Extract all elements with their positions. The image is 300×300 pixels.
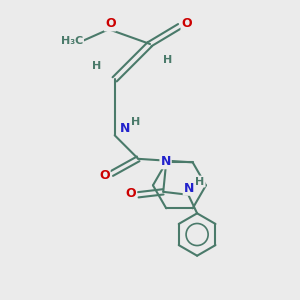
Text: O: O bbox=[125, 187, 136, 200]
Text: H: H bbox=[131, 117, 140, 127]
Text: N: N bbox=[120, 122, 130, 135]
Text: N: N bbox=[160, 155, 171, 168]
Text: O: O bbox=[99, 169, 110, 182]
Text: H: H bbox=[92, 61, 102, 71]
Text: O: O bbox=[182, 17, 192, 30]
Text: H: H bbox=[195, 176, 205, 187]
Text: N: N bbox=[184, 182, 194, 195]
Text: H₃C: H₃C bbox=[61, 36, 83, 46]
Text: H: H bbox=[163, 55, 172, 65]
Text: O: O bbox=[105, 17, 116, 31]
